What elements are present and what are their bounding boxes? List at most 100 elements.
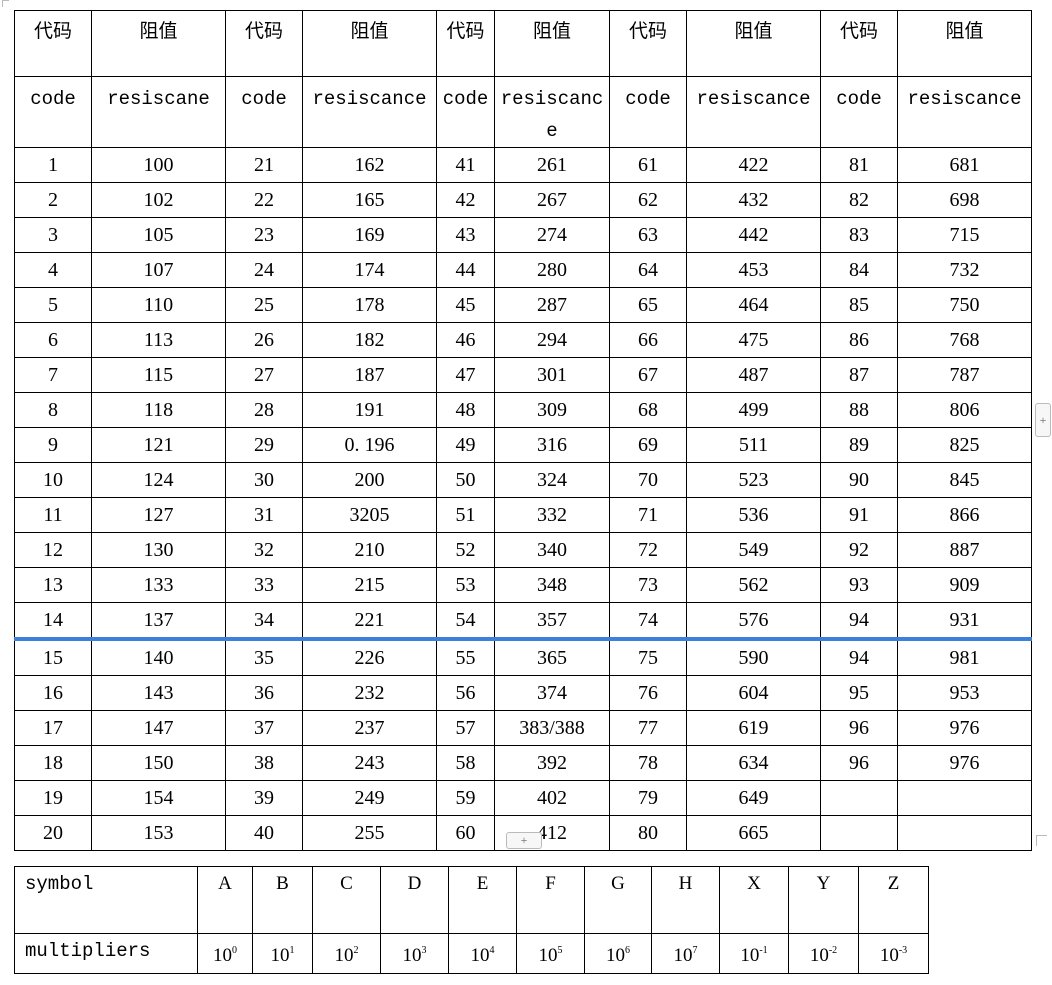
- resistance-cell[interactable]: 750: [897, 287, 1032, 323]
- code-cell[interactable]: [820, 780, 898, 816]
- resistance-cell[interactable]: 511: [686, 427, 821, 463]
- resistance-cell[interactable]: 976: [897, 745, 1032, 781]
- resistance-cell[interactable]: 165: [302, 182, 437, 218]
- code-cell[interactable]: 30: [225, 462, 303, 498]
- header-cn-cell[interactable]: 阻值: [302, 10, 437, 77]
- resistance-cell[interactable]: 887: [897, 532, 1032, 568]
- header-cn-cell[interactable]: 阻值: [686, 10, 821, 77]
- resistance-cell[interactable]: 124: [91, 462, 226, 498]
- code-cell[interactable]: 8: [14, 392, 92, 428]
- code-cell[interactable]: 45: [436, 287, 495, 323]
- code-cell[interactable]: 18: [14, 745, 92, 781]
- code-cell[interactable]: [820, 815, 898, 851]
- code-cell[interactable]: 13: [14, 567, 92, 603]
- add-row-button[interactable]: +: [506, 832, 542, 849]
- resistance-cell[interactable]: 255: [302, 815, 437, 851]
- code-cell[interactable]: 71: [609, 497, 687, 533]
- resistance-cell[interactable]: 115: [91, 357, 226, 393]
- code-cell[interactable]: 11: [14, 497, 92, 533]
- code-cell[interactable]: 19: [14, 780, 92, 816]
- resistance-cell[interactable]: 392: [494, 745, 610, 781]
- resistance-cell[interactable]: 649: [686, 780, 821, 816]
- resistance-cell[interactable]: 130: [91, 532, 226, 568]
- header-cn-cell[interactable]: 代码: [225, 10, 303, 77]
- multiplier-cell[interactable]: 103: [380, 933, 449, 974]
- code-cell[interactable]: 17: [14, 710, 92, 746]
- code-cell[interactable]: 83: [820, 217, 898, 253]
- resistance-cell[interactable]: 143: [91, 675, 226, 711]
- code-cell[interactable]: 48: [436, 392, 495, 428]
- code-cell[interactable]: 25: [225, 287, 303, 323]
- code-cell[interactable]: 90: [820, 462, 898, 498]
- code-cell[interactable]: 28: [225, 392, 303, 428]
- resistance-cell[interactable]: 464: [686, 287, 821, 323]
- code-cell[interactable]: 24: [225, 252, 303, 288]
- multiplier-cell[interactable]: 100: [197, 933, 253, 974]
- header-en-cell[interactable]: code: [609, 76, 687, 148]
- symbol-cell[interactable]: A: [197, 866, 253, 934]
- resistance-cell[interactable]: 866: [897, 497, 1032, 533]
- code-cell[interactable]: 73: [609, 567, 687, 603]
- symbol-cell[interactable]: C: [312, 866, 381, 934]
- resistance-cell[interactable]: [897, 780, 1032, 816]
- code-cell[interactable]: 96: [820, 710, 898, 746]
- code-cell[interactable]: 76: [609, 675, 687, 711]
- code-cell[interactable]: 79: [609, 780, 687, 816]
- header-cn-cell[interactable]: 代码: [436, 10, 495, 77]
- code-cell[interactable]: 36: [225, 675, 303, 711]
- code-cell[interactable]: 58: [436, 745, 495, 781]
- code-cell[interactable]: 53: [436, 567, 495, 603]
- code-cell[interactable]: 86: [820, 322, 898, 358]
- code-cell[interactable]: 63: [609, 217, 687, 253]
- header-cn-cell[interactable]: 代码: [609, 10, 687, 77]
- code-cell[interactable]: 44: [436, 252, 495, 288]
- code-cell[interactable]: 85: [820, 287, 898, 323]
- resistance-cell[interactable]: 110: [91, 287, 226, 323]
- header-cn-cell[interactable]: 阻值: [897, 10, 1032, 77]
- resistance-cell[interactable]: 976: [897, 710, 1032, 746]
- resistance-cell[interactable]: 732: [897, 252, 1032, 288]
- resistance-cell[interactable]: 536: [686, 497, 821, 533]
- code-cell[interactable]: 55: [436, 639, 495, 676]
- resistance-cell[interactable]: 715: [897, 217, 1032, 253]
- code-cell[interactable]: 62: [609, 182, 687, 218]
- code-cell[interactable]: 87: [820, 357, 898, 393]
- symbol-cell[interactable]: B: [252, 866, 313, 934]
- resistance-cell[interactable]: 324: [494, 462, 610, 498]
- resistance-cell[interactable]: 562: [686, 567, 821, 603]
- multiplier-cell[interactable]: 10-3: [858, 933, 929, 974]
- code-cell[interactable]: 37: [225, 710, 303, 746]
- resistance-cell[interactable]: 102: [91, 182, 226, 218]
- code-cell[interactable]: 7: [14, 357, 92, 393]
- resistance-cell[interactable]: 261: [494, 147, 610, 183]
- multiplier-cell[interactable]: 10-2: [788, 933, 859, 974]
- code-cell[interactable]: 39: [225, 780, 303, 816]
- resistance-cell[interactable]: 280: [494, 252, 610, 288]
- multiplier-cell[interactable]: 107: [651, 933, 720, 974]
- resistance-cell[interactable]: 422: [686, 147, 821, 183]
- code-cell[interactable]: 9: [14, 427, 92, 463]
- resistance-cell[interactable]: 215: [302, 567, 437, 603]
- resistance-cell[interactable]: 301: [494, 357, 610, 393]
- header-en-cell[interactable]: resiscance: [302, 76, 437, 148]
- code-cell[interactable]: 68: [609, 392, 687, 428]
- multiplier-cell[interactable]: 101: [252, 933, 313, 974]
- code-cell[interactable]: 4: [14, 252, 92, 288]
- code-cell[interactable]: 91: [820, 497, 898, 533]
- resistance-cell[interactable]: 174: [302, 252, 437, 288]
- header-en-cell[interactable]: code: [14, 76, 92, 148]
- code-cell[interactable]: 72: [609, 532, 687, 568]
- symbol-cell[interactable]: D: [380, 866, 449, 934]
- code-cell[interactable]: 27: [225, 357, 303, 393]
- resistance-cell[interactable]: 806: [897, 392, 1032, 428]
- code-cell[interactable]: 64: [609, 252, 687, 288]
- resistance-cell[interactable]: 845: [897, 462, 1032, 498]
- code-cell[interactable]: 51: [436, 497, 495, 533]
- code-cell[interactable]: 22: [225, 182, 303, 218]
- header-en-cell[interactable]: code: [820, 76, 898, 148]
- header-cn-cell[interactable]: 阻值: [494, 10, 610, 77]
- code-cell[interactable]: 40: [225, 815, 303, 851]
- code-cell[interactable]: 75: [609, 639, 687, 676]
- resistance-cell[interactable]: 232: [302, 675, 437, 711]
- code-cell[interactable]: 1: [14, 147, 92, 183]
